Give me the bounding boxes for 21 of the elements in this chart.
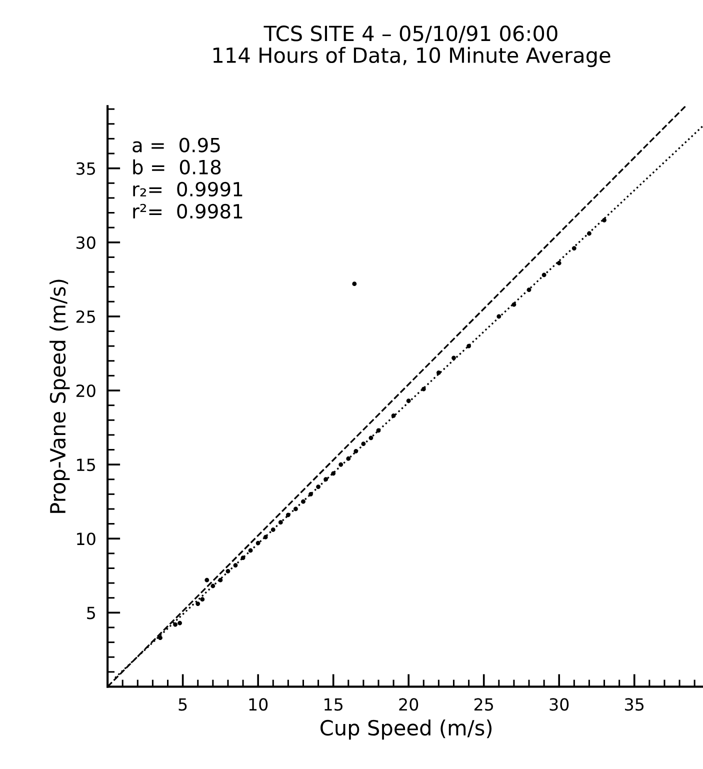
x-tick-label: 20 xyxy=(399,698,418,711)
y-tick-label: 10 xyxy=(77,532,96,546)
y-axis-title: Prop-Vane Speed (m/s) xyxy=(50,280,70,513)
x-tick-label: 35 xyxy=(625,698,644,711)
y-tick-label: 15 xyxy=(77,458,95,472)
x-tick-label: 25 xyxy=(474,698,493,711)
x-tick-label: 15 xyxy=(324,698,342,711)
x-tick-label: 30 xyxy=(550,698,569,711)
annotation: a = 0.95 xyxy=(132,138,220,152)
y-tick-label: 30 xyxy=(76,236,96,249)
annotation: r₂= 0.9991 xyxy=(133,182,242,197)
y-tick-label: 5 xyxy=(87,606,95,620)
y-tick-label: 25 xyxy=(76,310,95,324)
chart-title: TCS SITE 4 – 05/10/91 06:00 114 Hours of Data, 10 Minute Average xyxy=(213,26,610,68)
x-tick-label: 10 xyxy=(249,698,268,711)
annotation: r²= 0.9981 xyxy=(133,204,242,219)
y-tick-label: 35 xyxy=(76,162,95,175)
x-tick-label: 5 xyxy=(178,698,187,711)
y-tick-label: 20 xyxy=(76,384,96,398)
x-axis-title: Cup Speed (m/s) xyxy=(320,720,492,740)
annotation: b = 0.18 xyxy=(133,159,221,174)
